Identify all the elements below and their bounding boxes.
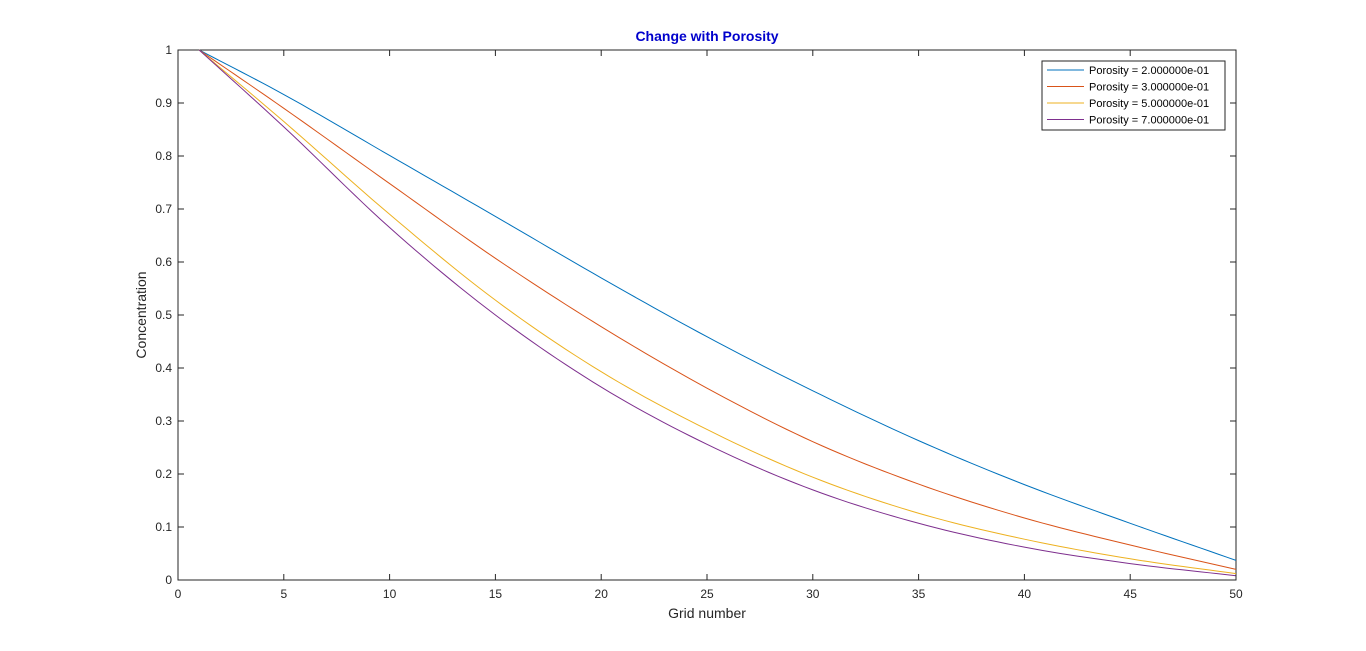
y-tick-label: 0.6 (155, 255, 172, 269)
x-axis-label: Grid number (668, 605, 746, 621)
y-axis-label: Concentration (133, 271, 149, 358)
x-tick-label: 0 (175, 587, 182, 601)
axes-box (177, 49, 1237, 581)
x-tick-label: 30 (806, 587, 820, 601)
y-tick-label: 0.7 (155, 202, 172, 216)
plot-area (177, 49, 1237, 581)
series-line-4 (198, 49, 1237, 577)
x-tick-label: 10 (383, 587, 397, 601)
x-tick-label: 35 (912, 587, 926, 601)
legend-entry-3: Porosity = 5.000000e-01 (1089, 98, 1209, 110)
series-line-3 (198, 49, 1237, 575)
legend-entry-1: Porosity = 2.000000e-01 (1089, 65, 1209, 77)
series-line-2 (198, 49, 1237, 570)
x-tick-label: 50 (1229, 587, 1243, 601)
x-tick-label: 25 (700, 587, 714, 601)
chart-title: Change with Porosity (635, 28, 778, 44)
y-tick-label: 0.4 (155, 361, 172, 375)
y-tick-label: 1 (165, 43, 172, 57)
y-tick-label: 0.2 (155, 467, 172, 481)
legend-entry-4: Porosity = 7.000000e-01 (1089, 115, 1209, 127)
x-tick-label: 5 (280, 587, 287, 601)
y-tick-label: 0.3 (155, 414, 172, 428)
y-tick-label: 0 (165, 573, 172, 587)
x-tick-label: 45 (1124, 587, 1138, 601)
legend-box (1041, 60, 1226, 131)
x-tick-label: 15 (489, 587, 503, 601)
x-tick-label: 40 (1018, 587, 1032, 601)
y-tick-label: 0.5 (155, 308, 172, 322)
series-line-1 (198, 49, 1237, 561)
ticks-layer: 0 5 10 15 20 25 30 35 40 45 50 0 0.1 0.2 0.3 0.4 0.5 0.6 0… (155, 43, 1243, 601)
x-tick-label: 20 (595, 587, 609, 601)
legend: Porosity = 2.000000e-01 Porosity = 3.0000… (1041, 60, 1226, 131)
series-layer (198, 49, 1237, 577)
y-tick-label: 0.9 (155, 96, 172, 110)
legend-entry-2: Porosity = 3.000000e-01 (1089, 82, 1209, 94)
y-tick-label: 0.8 (155, 149, 172, 163)
y-tick-label: 0.1 (155, 520, 172, 534)
